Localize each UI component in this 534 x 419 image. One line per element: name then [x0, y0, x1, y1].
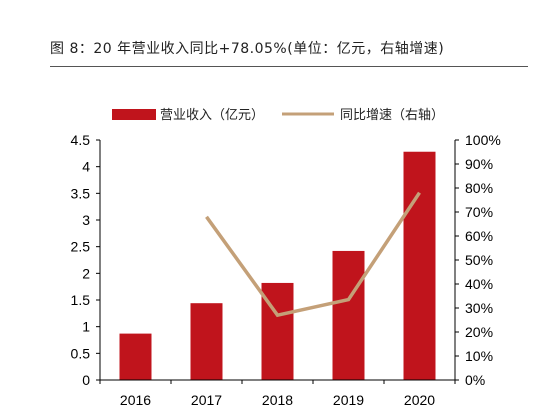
left-tick-label: 3	[82, 212, 90, 228]
title-divider	[50, 66, 528, 67]
right-tick-label: 40%	[465, 276, 493, 292]
left-tick-label: 2.5	[71, 239, 91, 255]
right-tick-label: 70%	[465, 204, 493, 220]
right-tick-label: 100%	[465, 132, 501, 148]
x-tick-label: 2020	[404, 392, 435, 408]
left-tick-label: 1.5	[71, 292, 91, 308]
right-tick-label: 50%	[465, 252, 493, 268]
bar-2016	[119, 333, 152, 380]
right-tick-label: 60%	[465, 228, 493, 244]
x-tick-label: 2016	[120, 392, 151, 408]
legend-label-revenue: 营业收入（亿元）	[160, 108, 264, 123]
bar-2017	[190, 303, 223, 380]
legend-swatch-revenue	[112, 109, 156, 120]
left-tick-label: 1	[82, 319, 90, 335]
left-tick-label: 3.5	[71, 185, 91, 201]
figure-title: 图 8：20 年营业收入同比+78.05%(单位：亿元，右轴增速)	[50, 41, 445, 57]
x-tick-label: 2019	[333, 392, 364, 408]
legend-label-growth: 同比增速（右轴）	[340, 108, 444, 123]
legend: 营业收入（亿元） 同比增速（右轴）	[112, 108, 444, 123]
growth-line	[205, 191, 421, 318]
left-tick-label: 2	[82, 265, 90, 281]
left-tick-label: 0.5	[71, 345, 91, 361]
left-tick-label: 4	[82, 159, 90, 175]
right-tick-label: 10%	[465, 348, 493, 364]
right-tick-label: 80%	[465, 180, 493, 196]
right-tick-label: 30%	[465, 300, 493, 316]
right-tick-label: 0%	[465, 372, 485, 388]
plot-area: 0 0.5 1 1.5 2 2.5 3 3.5 4 4.5 0% 10% 20% 30% 40% 50% 60%…	[71, 132, 501, 408]
right-tick-label: 20%	[465, 324, 493, 340]
bar-2019	[332, 250, 365, 380]
left-tick-label: 4.5	[71, 132, 91, 148]
left-tick-label: 0	[82, 372, 90, 388]
x-tick-label: 2018	[262, 392, 293, 408]
right-tick-label: 90%	[465, 156, 493, 172]
bar-2020	[403, 151, 436, 380]
x-tick-label: 2017	[191, 392, 222, 408]
